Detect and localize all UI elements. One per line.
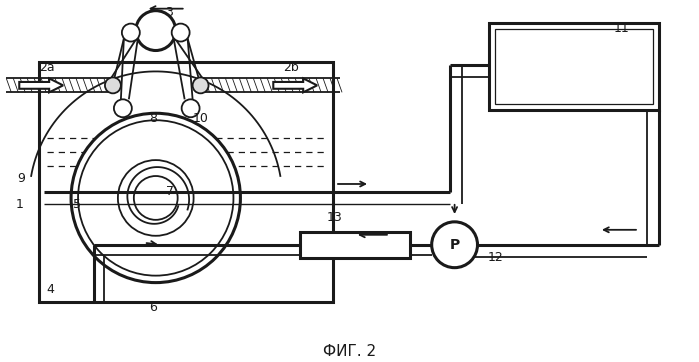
Text: 3: 3 — [165, 6, 173, 19]
Text: 1: 1 — [15, 198, 23, 211]
Circle shape — [432, 222, 477, 268]
Bar — [496, 29, 653, 104]
Bar — [39, 63, 333, 302]
Text: 7: 7 — [166, 185, 174, 198]
Bar — [489, 22, 659, 110]
Polygon shape — [20, 79, 63, 92]
Text: 5: 5 — [73, 198, 81, 211]
Circle shape — [71, 113, 240, 283]
Circle shape — [122, 24, 140, 42]
Circle shape — [136, 10, 175, 51]
Text: 2b: 2b — [283, 61, 299, 74]
Text: 8: 8 — [149, 112, 157, 125]
Text: 10: 10 — [193, 112, 208, 125]
Circle shape — [114, 99, 132, 117]
Text: 12: 12 — [487, 251, 503, 264]
Circle shape — [172, 24, 189, 42]
Polygon shape — [273, 79, 317, 92]
Bar — [300, 232, 410, 258]
Circle shape — [182, 99, 200, 117]
Text: 13: 13 — [327, 211, 343, 224]
Text: ФИГ. 2: ФИГ. 2 — [324, 344, 377, 359]
Text: 6: 6 — [149, 301, 157, 314]
Circle shape — [193, 77, 208, 93]
Text: 2a: 2a — [39, 61, 55, 74]
Text: P: P — [449, 238, 460, 252]
Text: 9: 9 — [17, 172, 25, 185]
Circle shape — [105, 77, 121, 93]
Text: 11: 11 — [614, 22, 630, 35]
Text: 4: 4 — [46, 283, 54, 296]
